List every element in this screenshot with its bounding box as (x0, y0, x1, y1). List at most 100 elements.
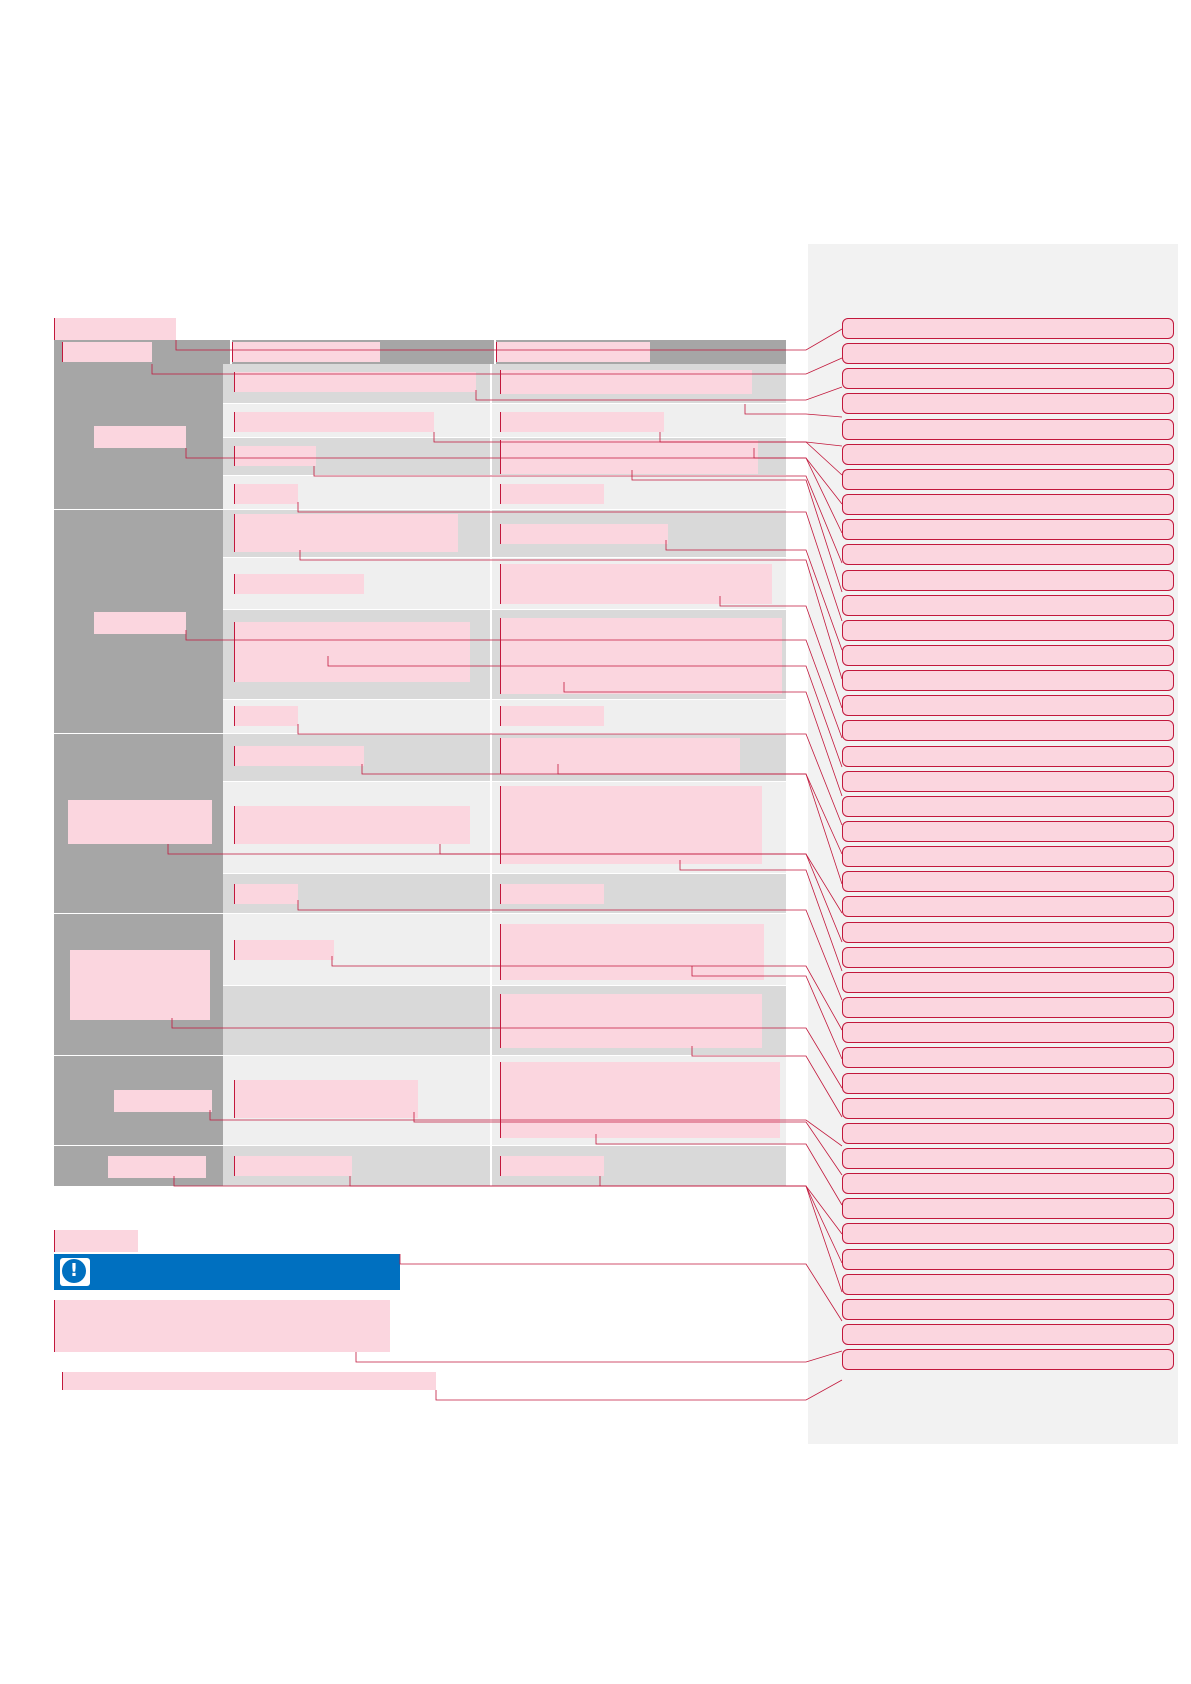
callout-label (842, 896, 1174, 918)
header-divider (494, 340, 496, 364)
callout-label (842, 821, 1174, 842)
header-divider (230, 340, 232, 364)
footnote (62, 1372, 436, 1390)
callout-label (842, 1072, 1174, 1094)
group-label (68, 800, 212, 844)
callout-label (842, 770, 1174, 792)
cell-text (234, 372, 476, 392)
callout-label (842, 971, 1174, 993)
leader-line (171, 1018, 843, 1089)
callout-label (842, 946, 1174, 968)
callout-label (842, 368, 1174, 390)
callout-label (842, 1122, 1174, 1144)
group-label (94, 612, 186, 634)
cell-text (500, 440, 758, 474)
leader-line (744, 404, 843, 418)
callout-label (842, 318, 1174, 339)
leader-line (185, 630, 843, 739)
callout-label (842, 921, 1174, 943)
callout-label (842, 393, 1174, 415)
page-title (54, 318, 176, 340)
callout-label (842, 1147, 1174, 1169)
callout-label (842, 1298, 1174, 1320)
leader-line (399, 1254, 843, 1322)
warning-bar (54, 1254, 400, 1290)
cell-text (234, 884, 298, 904)
cell-text (500, 924, 764, 980)
cell-text (234, 574, 364, 594)
callout-label (842, 418, 1174, 440)
cell-text (234, 706, 298, 726)
leader-line (599, 1176, 843, 1293)
callout-label (842, 1173, 1174, 1195)
callout-label (842, 1248, 1174, 1270)
cell-text (500, 564, 772, 604)
leader-line (173, 1176, 843, 1264)
leader-line (439, 844, 843, 943)
callout-label (842, 544, 1174, 566)
cell-text (500, 706, 604, 726)
header-cell-1 (62, 342, 152, 362)
callout-label (842, 569, 1174, 591)
callout-label (842, 1324, 1174, 1345)
leader-line (665, 540, 843, 651)
cell-text (500, 484, 604, 504)
leader-line (557, 764, 843, 885)
cell-text (500, 786, 762, 864)
cell-text (500, 412, 664, 432)
leader-line (691, 1046, 843, 1118)
callout-label (842, 443, 1174, 465)
data-table (54, 340, 786, 1186)
leader-line (413, 1112, 843, 1176)
leader-line (679, 860, 843, 972)
cell-text (500, 994, 762, 1048)
group-label (108, 1156, 206, 1178)
cell-text (500, 884, 604, 904)
note-body (54, 1300, 390, 1352)
leader-line (475, 386, 843, 401)
header-cell-3 (496, 342, 650, 362)
cell-text (234, 514, 458, 552)
cell-text (234, 746, 364, 766)
callout-label (842, 745, 1174, 767)
callout-label (842, 644, 1174, 666)
leader-line (355, 1350, 843, 1363)
cell-text (500, 1062, 780, 1138)
callout-label (842, 1198, 1174, 1220)
cell-text (500, 524, 668, 544)
leader-line (631, 470, 843, 593)
callout-label (842, 1022, 1174, 1044)
cell-text (234, 622, 470, 682)
leader-line (659, 432, 843, 476)
leader-line (297, 900, 843, 1001)
callout-label (842, 871, 1174, 893)
group-label (94, 426, 186, 448)
callout-label (842, 846, 1174, 868)
leader-line (297, 724, 843, 826)
callout-label (842, 695, 1174, 717)
leader-line (185, 448, 843, 505)
leader-line (719, 596, 843, 709)
leader-line (331, 956, 843, 1031)
callout-label (842, 594, 1174, 616)
callout-label (842, 468, 1174, 490)
callout-label (842, 494, 1174, 516)
leader-line (209, 1110, 843, 1147)
callout-label (842, 997, 1174, 1019)
column-divider (490, 364, 492, 1186)
leader-line (753, 448, 843, 534)
leader-line (563, 682, 843, 797)
leader-line (361, 764, 843, 855)
leader-line (435, 1379, 843, 1401)
leader-line (313, 466, 843, 564)
cell-text (500, 618, 782, 694)
group-label (114, 1090, 212, 1112)
leader-line (151, 357, 843, 375)
exclamation-icon: ! (60, 1258, 90, 1286)
callout-label (842, 720, 1174, 742)
note-heading (54, 1230, 138, 1252)
cell-text (500, 738, 740, 774)
leader-line (595, 1134, 843, 1206)
leader-line (691, 966, 843, 1060)
